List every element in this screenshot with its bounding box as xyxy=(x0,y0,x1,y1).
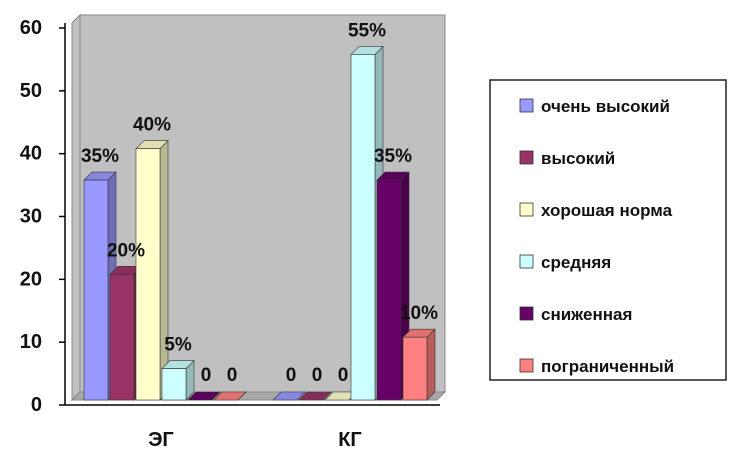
bar xyxy=(402,328,436,401)
data-label: 0 xyxy=(201,365,212,386)
legend-label: очень высокий xyxy=(541,97,670,116)
bar-side xyxy=(426,328,436,401)
y-tick-label: 0 xyxy=(31,394,42,416)
back-wall xyxy=(71,13,81,402)
data-label: 0 xyxy=(312,365,323,386)
bar-top xyxy=(213,391,247,401)
legend-swatch xyxy=(519,254,534,269)
data-label: 5% xyxy=(164,335,192,356)
bar-front xyxy=(135,148,161,401)
legend-label: пограниченный xyxy=(541,357,674,376)
legend-label: высокий xyxy=(541,149,615,168)
y-tick-label: 40 xyxy=(20,143,42,165)
bar xyxy=(213,391,247,401)
data-labels: 35%20%40%5%0 0 0 0 055%35%10% xyxy=(81,20,438,386)
data-label: 0 xyxy=(227,365,238,386)
y-tick-label: 10 xyxy=(20,331,42,353)
legend: очень высокий высокий хорошая норма средняя… xyxy=(489,79,727,381)
legend-label: сниженная xyxy=(541,305,632,324)
legend-swatch xyxy=(519,358,534,373)
bar-front xyxy=(350,54,376,401)
legend-box xyxy=(489,79,727,381)
bar-top xyxy=(272,391,306,401)
data-label: 35% xyxy=(374,146,412,167)
y-tick-label: 30 xyxy=(20,206,42,228)
category-label: КГ xyxy=(338,429,362,451)
y-tick-label: 60 xyxy=(20,17,42,39)
y-axis-ticks: 0 10 20 30 40 50 60 xyxy=(20,17,65,416)
data-label: 40% xyxy=(133,115,171,136)
bar xyxy=(187,391,221,401)
y-tick-label: 20 xyxy=(20,268,42,290)
bar-front xyxy=(402,336,428,401)
bar-front xyxy=(161,368,187,401)
legend-swatch xyxy=(519,306,534,321)
legend-swatch xyxy=(519,202,534,217)
legend-swatch xyxy=(519,98,534,113)
legend-swatch xyxy=(519,150,534,165)
bar xyxy=(161,359,195,401)
legend-items: очень высокий высокий хорошая норма средняя… xyxy=(519,97,674,376)
category-labels: ЭГ КГ xyxy=(148,429,362,451)
bar-top xyxy=(187,391,221,401)
bar xyxy=(272,391,306,401)
data-label: 0 xyxy=(286,365,297,386)
bar xyxy=(135,139,169,401)
category-label: ЭГ xyxy=(148,429,174,451)
bar-side xyxy=(159,139,169,401)
data-label: 10% xyxy=(400,303,438,324)
data-label: 0 xyxy=(338,365,349,386)
data-label: 55% xyxy=(348,20,386,41)
legend-label: средняя xyxy=(541,253,611,272)
bar-front xyxy=(376,179,402,401)
data-label: 35% xyxy=(81,146,119,167)
bar-top xyxy=(298,391,332,401)
y-tick-label: 50 xyxy=(20,80,42,102)
bar xyxy=(298,391,332,401)
bar-front xyxy=(109,274,135,401)
data-label: 20% xyxy=(107,240,145,261)
bars xyxy=(83,45,436,401)
legend-label: хорошая норма xyxy=(541,201,673,220)
bar-front xyxy=(83,179,109,401)
